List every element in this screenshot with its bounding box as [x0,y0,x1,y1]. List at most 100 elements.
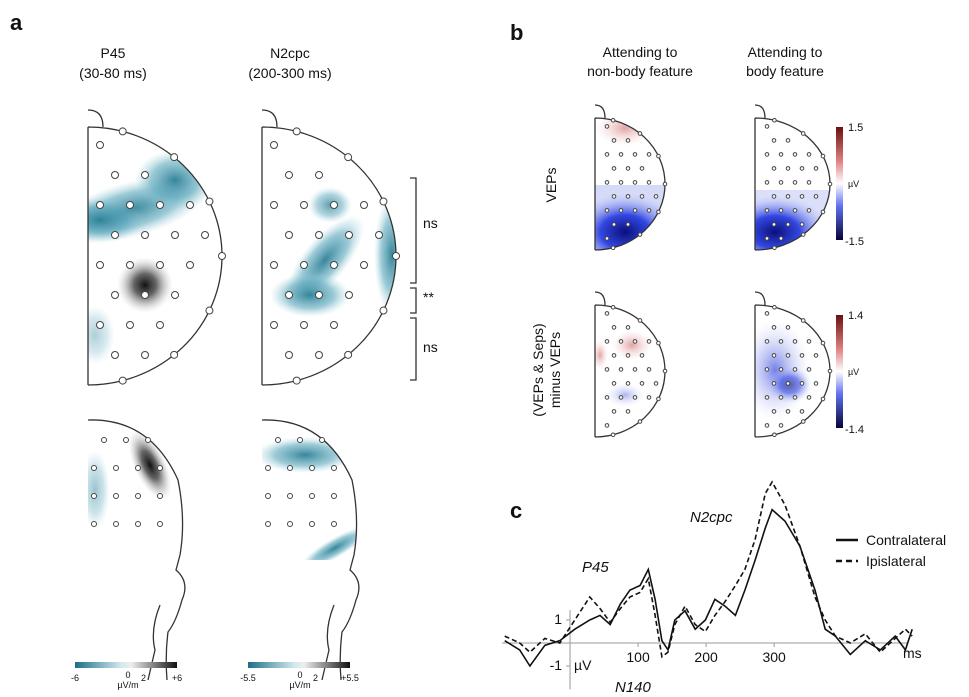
electrode [764,339,770,344]
colorbar-label: 0 [125,670,130,680]
electrode [771,138,777,143]
electrode [292,376,301,385]
colorbar-unit-exp: 2 [313,673,318,683]
electrode [653,194,659,199]
electrode [662,181,668,187]
electrode [285,171,293,179]
electrode [604,423,610,428]
electrode [637,318,643,323]
electrode [764,367,770,372]
electrode [792,152,798,157]
electrode [639,381,645,386]
electrode [820,396,826,402]
electrode [778,236,784,241]
electrode [813,381,819,386]
column-title: Attending to [748,44,823,60]
column-title: body feature [746,63,824,79]
electrode [141,171,149,179]
electrode [771,409,777,414]
electrode [799,353,805,358]
column-title: non-body feature [587,63,693,79]
electrode [345,291,353,299]
electrode [785,409,791,414]
colorbar-unit: µV [848,179,859,189]
electrode [618,395,624,400]
y-tick-label: -1 [550,657,563,673]
electrode [764,208,770,213]
electrode [170,350,179,359]
row-title: VEPs [543,167,559,202]
electrode [785,222,791,227]
electrode [799,194,805,199]
electrode [611,353,617,358]
electrode [772,245,777,251]
electrode [806,339,812,344]
electrode [764,236,770,241]
electrode [300,261,308,269]
row-title: (VEPs & Seps) [530,323,546,416]
electrode [772,432,777,438]
erp-chart: 100 200 300 1 -1 ms µV Contralateral Ipislateral [502,480,946,690]
electrode [618,208,624,213]
electrode [604,152,610,157]
colorbar-label: -6 [71,673,79,683]
electrode [275,437,281,443]
electrode [806,152,812,157]
x-tick-label: 300 [762,649,786,665]
electrode [392,252,400,260]
electrode [799,409,805,414]
column-subtitle: (200-300 ms) [248,65,331,81]
electrode [653,381,659,386]
electrode [610,117,616,123]
electrode [331,465,337,471]
electrode [113,465,119,471]
electrode [126,201,134,209]
electrode [625,409,631,414]
electrode [309,465,315,471]
electrode [360,261,368,269]
electrode [331,493,337,499]
x-axis-label: ms [903,645,922,661]
y-tick-label: 1 [554,611,562,627]
colorbar-label: 0 [297,670,302,680]
electrode [157,521,163,527]
colorbar [75,662,177,668]
electrode [632,367,638,372]
electrode [646,180,652,185]
electrode [625,325,631,330]
electrode [171,231,179,239]
electrode [205,197,214,206]
colorbar-unit: µV/m [117,680,138,690]
electrode [799,381,805,386]
electrode [610,432,616,438]
electrode [270,201,278,209]
electrode [375,231,383,239]
electrode [345,231,353,239]
electrode [764,395,770,400]
electrode [800,232,806,237]
electrode [785,194,791,199]
electrode [285,231,293,239]
electrode [135,521,141,527]
electrode [270,321,278,329]
electrode [141,291,149,299]
electrode [820,209,826,215]
electrode [201,231,209,239]
electrode [827,181,833,187]
electrode [379,306,388,315]
electrode [611,166,617,171]
electrode [309,493,315,499]
electrode [771,194,777,199]
electrode [113,493,119,499]
panel-label: c [510,498,522,523]
topo-map [262,437,357,560]
electrode [319,437,325,443]
electrode [265,465,271,471]
electrode [270,261,278,269]
electrode [270,141,278,149]
electrode [785,381,791,386]
electrode [785,138,791,143]
electrode [632,339,638,344]
electrode [646,339,652,344]
column-title: P45 [101,45,126,61]
